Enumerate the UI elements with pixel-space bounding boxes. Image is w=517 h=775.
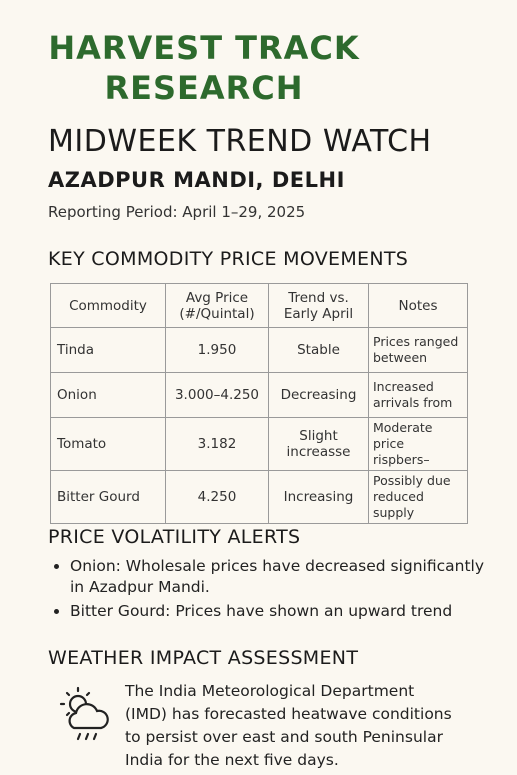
- table-cell: Tomato: [50, 417, 166, 471]
- brand: HARVEST TRACK RESEARCH: [40, 28, 368, 108]
- table-row: Tomato 3.182 Slight increasse Moderate pric…: [50, 417, 468, 471]
- table-cell: Onion: [50, 372, 166, 418]
- alert-lead: Bitter Gourd:: [70, 602, 171, 620]
- table-cell: Moderate price rispbers–: [368, 417, 468, 471]
- alert-lead: Onion:: [70, 557, 121, 575]
- header-row: Commodity Avg Price (#/Quintal) Trend vs. …: [50, 283, 468, 328]
- table-cell: Decreasing: [268, 372, 369, 418]
- period: Reporting Period: April 1–29, 2025: [48, 203, 306, 221]
- table-cell: 4.250: [165, 470, 269, 524]
- table-cell: 3.000–4.250: [165, 372, 269, 418]
- section-heading: KEY COMMODITY PRICE MOVEMENTS: [48, 248, 409, 270]
- section-heading: WEATHER IMPACT ASSESSMENT: [48, 647, 359, 669]
- table-row: Onion 3.000–4.250 Decreasing Increased arri…: [50, 372, 468, 418]
- weather-icon: [59, 686, 109, 741]
- table-cell: 3.182: [165, 417, 269, 471]
- column-header: Commodity: [50, 283, 166, 328]
- subtitle: AZADPUR MANDI, DELHI: [48, 168, 345, 192]
- brand-line: RESEARCH: [104, 69, 304, 107]
- alert-text: Wholesale prices have decreased signific…: [70, 557, 485, 596]
- price-table: Commodity Avg Price (#/Quintal) Trend vs. …: [50, 283, 468, 524]
- table-cell: Possibly due reduced supply: [368, 470, 468, 524]
- table-cell: Increasing: [268, 470, 369, 524]
- table-cell: Slight increasse: [268, 417, 369, 471]
- table-cell: Tinda: [50, 327, 166, 373]
- column-header: Avg Price (#/Quintal): [165, 283, 269, 328]
- column-header: Trend vs. Early April: [268, 283, 369, 328]
- alert-text: Prices have shown an upward trend: [175, 602, 453, 620]
- table-cell: Bitter Gourd: [50, 470, 166, 524]
- alert-list: Onion: Wholesale prices have decreased s…: [48, 556, 500, 625]
- weather-text: The India Meteorological Department (IMD…: [125, 682, 452, 769]
- table-cell: 1.950: [165, 327, 269, 373]
- table-cell: Increased arrivals from: [368, 372, 468, 418]
- table-body: Tinda 1.950 Stable Prices ranged between Oni…: [50, 327, 468, 524]
- brand-line: HARVEST TRACK: [48, 29, 360, 67]
- table-row: Tinda 1.950 Stable Prices ranged between: [50, 327, 468, 373]
- table-row: Bitter Gourd 4.250 Increasing Possibly due …: [50, 470, 468, 524]
- alert-item: Bitter Gourd: Prices have shown an upwar…: [70, 601, 500, 622]
- title: MIDWEEK TREND WATCH: [48, 124, 432, 159]
- table-cell: Stable: [268, 327, 369, 373]
- table-cell: Prices ranged between: [368, 327, 468, 373]
- alert-item: Onion: Wholesale prices have decreased s…: [70, 556, 500, 598]
- section-heading: PRICE VOLATILITY ALERTS: [48, 526, 301, 548]
- column-header: Notes: [368, 283, 468, 328]
